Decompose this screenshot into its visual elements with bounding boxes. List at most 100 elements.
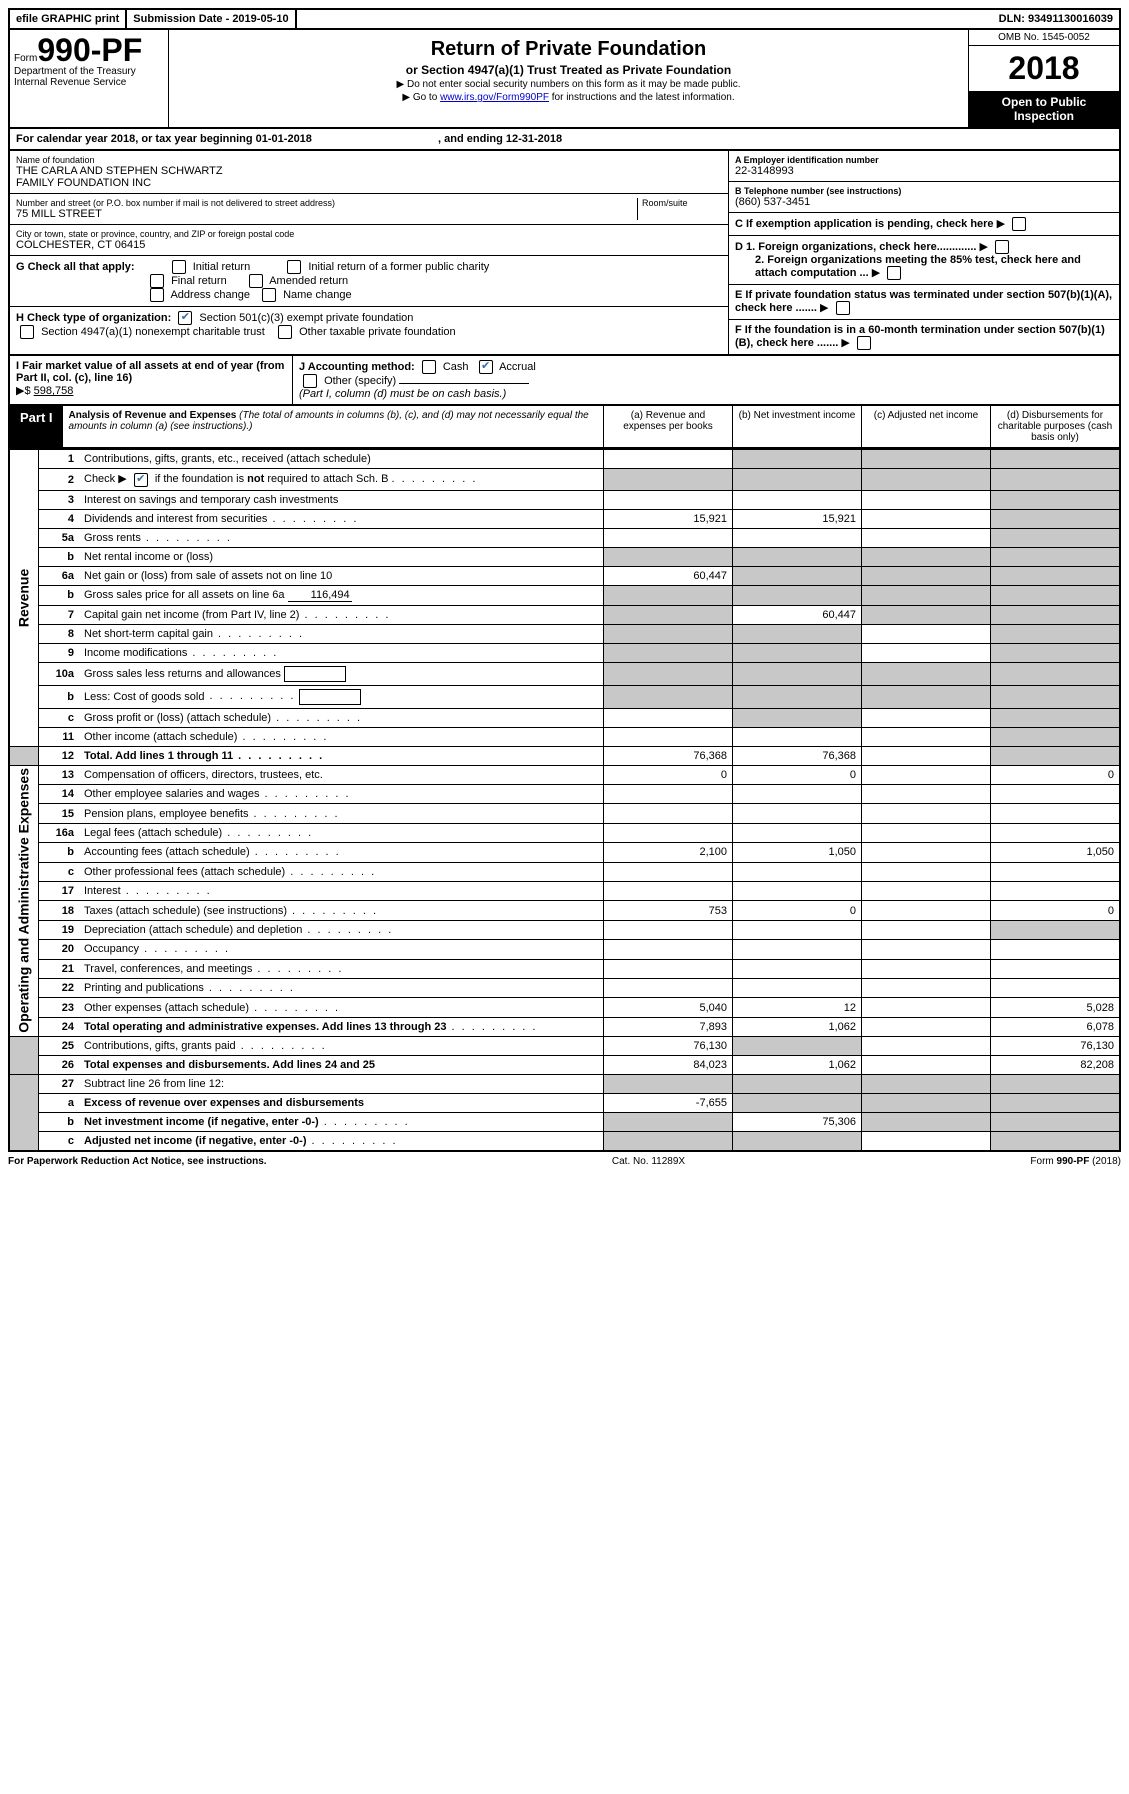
line-10a: Gross sales less returns and allowances [79,662,604,685]
form-label: Form [14,53,37,64]
schb-checkbox[interactable] [134,473,148,487]
line-20: Occupancy [79,940,604,959]
expense-label: Operating and Administrative Expenses [9,765,39,1037]
line-7: Capital gain net income (from Part IV, l… [79,605,604,624]
initial-return-checkbox[interactable] [172,260,186,274]
accrual-checkbox[interactable] [479,360,493,374]
line-24: Total operating and administrative expen… [79,1017,604,1037]
line-9: Income modifications [79,643,604,662]
phone-label: B Telephone number (see instructions) [735,186,1113,196]
initial-public-checkbox[interactable] [287,260,301,274]
open-to-public: Open to Public Inspection [969,91,1119,127]
part1-table: Revenue 1Contributions, gifts, grants, e… [8,449,1121,1152]
city: COLCHESTER, CT 06415 [16,239,722,251]
header-center: Return of Private Foundation or Section … [169,30,968,127]
form-header: Form990-PF Department of the Treasury In… [8,28,1121,129]
line-27c: Adjusted net income (if negative, enter … [79,1132,604,1152]
d1-checkbox[interactable] [995,240,1009,254]
part1-desc: Analysis of Revenue and Expenses (The to… [63,406,603,447]
city-label: City or town, state or province, country… [16,229,722,239]
phone: (860) 537-3451 [735,196,1113,208]
line-23: Other expenses (attach schedule) [79,998,604,1017]
line-15: Pension plans, employee benefits [79,804,604,823]
col-d: (d) Disbursements for charitable purpose… [990,406,1119,447]
501c3-checkbox[interactable] [178,311,192,325]
form-ref: Form 990-PF (2018) [1030,1156,1121,1167]
cash-checkbox[interactable] [422,360,436,374]
line-16a: Legal fees (attach schedule) [79,823,604,842]
top-bar: efile GRAPHIC print Submission Date - 20… [8,8,1121,28]
line-22: Printing and publications [79,979,604,998]
final-return-checkbox[interactable] [150,274,164,288]
col-c: (c) Adjusted net income [861,406,990,447]
irs-label: Internal Revenue Service [14,77,164,88]
ein-label: A Employer identification number [735,155,1113,165]
c-checkbox[interactable] [1012,217,1026,231]
tax-year: 2018 [969,46,1119,91]
section-i-j: I Fair market value of all assets at end… [8,356,1121,406]
submission-date: Submission Date - 2019-05-10 [127,10,296,28]
i-label: I Fair market value of all assets at end… [16,360,284,384]
line-6a: Net gain or (loss) from sale of assets n… [79,566,604,585]
part-badge: Part I [10,406,63,447]
g-label: G Check all that apply: [16,261,135,273]
line-27a: Excess of revenue over expenses and disb… [79,1094,604,1113]
line-1: Contributions, gifts, grants, etc., rece… [79,450,604,469]
paperwork-notice: For Paperwork Reduction Act Notice, see … [8,1156,267,1167]
4947-checkbox[interactable] [20,325,34,339]
e-label: E If private foundation status was termi… [735,289,1112,314]
line-26: Total expenses and disbursements. Add li… [79,1056,604,1075]
part1-header: Part I Analysis of Revenue and Expenses … [8,406,1121,449]
header-right: OMB No. 1545-0052 2018 Open to Public In… [968,30,1119,127]
revenue-label: Revenue [9,450,39,746]
line-16c: Other professional fees (attach schedule… [79,862,604,881]
f-checkbox[interactable] [857,336,871,350]
c-label: C If exemption application is pending, c… [735,218,994,230]
foundation-name: THE CARLA AND STEPHEN SCHWARTZ FAMILY FO… [16,165,722,189]
note-link: ▶ Go to www.irs.gov/Form990PF for instru… [175,92,962,103]
calendar-year-row: For calendar year 2018, or tax year begi… [8,129,1121,151]
f-label: F If the foundation is in a 60-month ter… [735,324,1105,349]
form-number: 990-PF [37,32,142,68]
amended-checkbox[interactable] [249,274,263,288]
line-27: Subtract line 26 from line 12: [79,1075,604,1094]
line-13: Compensation of officers, directors, tru… [79,765,604,784]
footer: For Paperwork Reduction Act Notice, see … [8,1152,1121,1171]
e-checkbox[interactable] [836,301,850,315]
other-taxable-checkbox[interactable] [278,325,292,339]
street: 75 MILL STREET [16,208,637,220]
addr-label: Number and street (or P.O. box number if… [16,198,637,208]
form-title: Return of Private Foundation [175,38,962,61]
line-3: Interest on savings and temporary cash i… [79,490,604,509]
room-label: Room/suite [637,198,722,220]
note-ssn: ▶ Do not enter social security numbers o… [175,79,962,90]
d1-label: D 1. Foreign organizations, check here..… [735,241,976,253]
cat-no: Cat. No. 11289X [612,1156,685,1167]
line-16b: Accounting fees (attach schedule) [79,843,604,862]
line-8: Net short-term capital gain [79,624,604,643]
name-label: Name of foundation [16,155,722,165]
j-note: (Part I, column (d) must be on cash basi… [299,388,506,400]
fmv-value: 598,758 [34,385,74,397]
d2-checkbox[interactable] [887,266,901,280]
name-change-checkbox[interactable] [262,288,276,302]
efile-label[interactable]: efile GRAPHIC print [10,10,127,28]
col-b: (b) Net investment income [732,406,861,447]
line-14: Other employee salaries and wages [79,784,604,803]
line-5b: Net rental income or (loss) [79,547,604,566]
line-10c: Gross profit or (loss) (attach schedule) [79,708,604,727]
line-18: Taxes (attach schedule) (see instruction… [79,901,604,920]
ein: 22-3148993 [735,165,1113,177]
entity-info: Name of foundation THE CARLA AND STEPHEN… [8,151,1121,356]
d2-label: 2. Foreign organizations meeting the 85%… [755,254,1081,279]
form-subtitle: or Section 4947(a)(1) Trust Treated as P… [175,63,962,77]
line-10b: Less: Cost of goods sold [79,685,604,708]
line-17: Interest [79,882,604,901]
line-5a: Gross rents [79,528,604,547]
line-25: Contributions, gifts, grants paid [79,1037,604,1056]
other-method-checkbox[interactable] [303,374,317,388]
irs-link[interactable]: www.irs.gov/Form990PF [440,92,549,103]
line-27b: Net investment income (if negative, ente… [79,1113,604,1132]
j-label: J Accounting method: [299,361,415,373]
address-change-checkbox[interactable] [150,288,164,302]
